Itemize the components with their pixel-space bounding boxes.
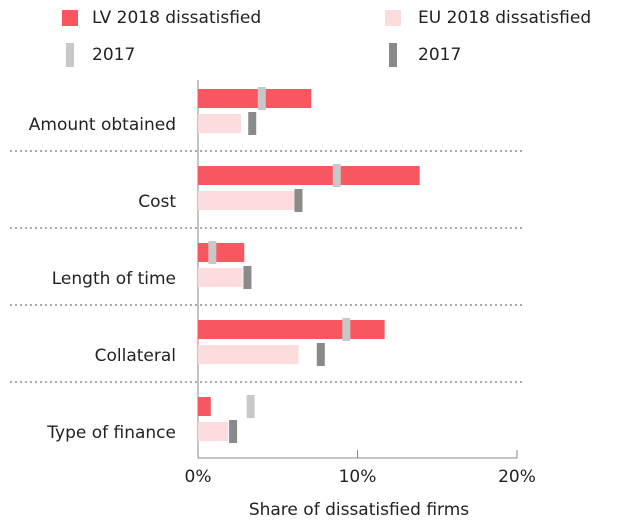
y-tick-label: Length of time xyxy=(52,269,176,289)
bar xyxy=(198,166,420,185)
bar xyxy=(198,320,385,339)
bar xyxy=(198,345,299,364)
marker xyxy=(229,420,238,443)
bar xyxy=(198,114,242,133)
bar xyxy=(198,243,245,262)
legend-swatch xyxy=(389,43,397,67)
legend-swatch xyxy=(385,10,401,26)
marker xyxy=(342,318,351,341)
x-tick-label: 0% xyxy=(185,467,212,487)
bar xyxy=(198,268,243,287)
bar xyxy=(198,422,229,441)
marker xyxy=(257,87,266,110)
x-tick-label: 10% xyxy=(339,467,377,487)
bar xyxy=(198,191,296,210)
legend-label: 2017 xyxy=(92,45,135,65)
marker xyxy=(248,112,257,135)
legend-label: LV 2018 dissatisfied xyxy=(92,8,261,28)
marker xyxy=(316,343,325,366)
y-tick-label: Type of finance xyxy=(46,423,176,443)
y-tick-label: Cost xyxy=(138,192,176,212)
legend-swatch xyxy=(66,43,74,67)
marker xyxy=(246,395,255,418)
y-tick-label: Collateral xyxy=(95,346,176,366)
legend-swatch xyxy=(62,10,78,26)
bar xyxy=(198,89,312,108)
legend-label: 2017 xyxy=(418,45,461,65)
marker xyxy=(208,241,217,264)
y-tick-label: Amount obtained xyxy=(29,115,176,135)
marker xyxy=(294,189,303,212)
legend-label: EU 2018 dissatisfied xyxy=(418,8,591,28)
bar xyxy=(198,397,211,416)
marker xyxy=(243,266,252,289)
x-tick-label: 20% xyxy=(498,467,536,487)
x-axis-label: Share of dissatisfied firms xyxy=(249,500,469,520)
marker xyxy=(332,164,341,187)
